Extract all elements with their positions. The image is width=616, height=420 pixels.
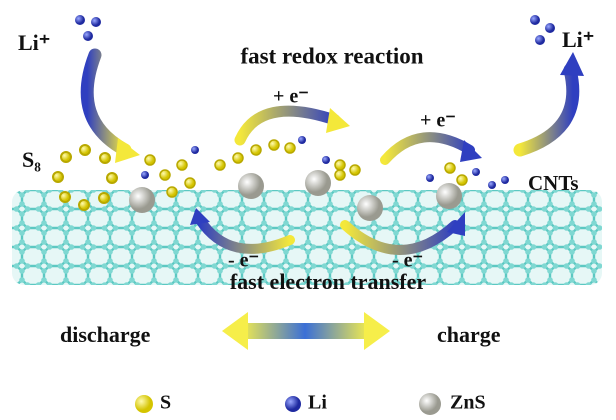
legend-label: S bbox=[160, 392, 171, 414]
li-label: Li⁺ bbox=[18, 30, 50, 55]
cnts-label: CNTs bbox=[528, 171, 579, 195]
legend-swatch bbox=[419, 393, 441, 415]
legend-swatch bbox=[135, 395, 153, 413]
electron-label: + e⁻ bbox=[273, 86, 309, 108]
transfer-label: fast electron transfer bbox=[230, 269, 427, 294]
discharge-label: discharge bbox=[60, 322, 151, 347]
charge-label: charge bbox=[437, 322, 501, 347]
legend-label: ZnS bbox=[450, 392, 486, 414]
li-label: Li⁺ bbox=[562, 27, 594, 52]
li-ions bbox=[75, 15, 555, 45]
legend-swatch bbox=[285, 396, 301, 412]
double-arrow bbox=[222, 312, 390, 350]
electron-label: + e⁻ bbox=[420, 110, 456, 132]
legend-label: Li bbox=[308, 392, 327, 414]
diagram: Li⁺ Li⁺ fast redox reaction + e⁻ + e⁻ S₈… bbox=[0, 0, 616, 420]
s8-ring bbox=[53, 145, 117, 210]
legend: S Li ZnS bbox=[135, 392, 486, 415]
s8-label: S₈ bbox=[22, 147, 41, 172]
redox-label: fast redox reaction bbox=[240, 43, 423, 68]
